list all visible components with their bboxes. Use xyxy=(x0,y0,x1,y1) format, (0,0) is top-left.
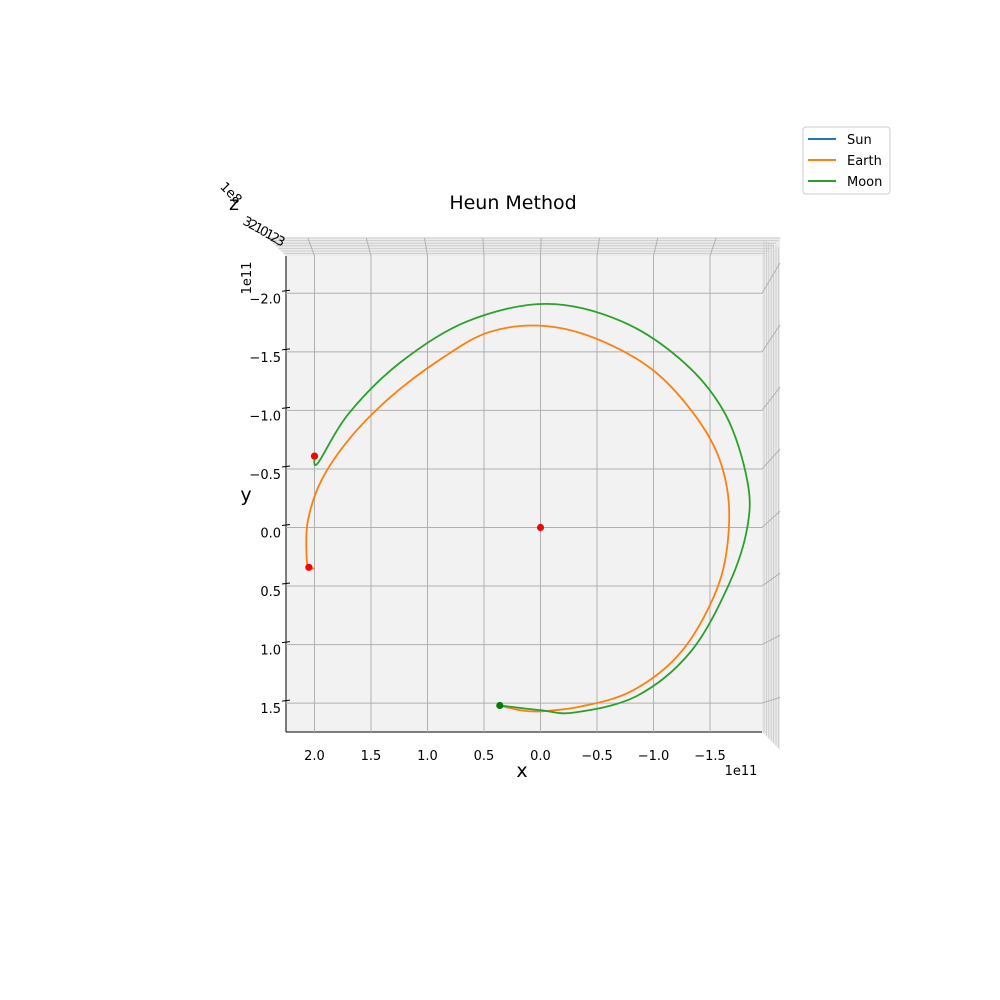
y-tick-label: −1.0 xyxy=(249,409,281,424)
y-depth-grid xyxy=(761,634,781,646)
point-marker xyxy=(310,452,319,460)
y-axis-label: y xyxy=(240,484,251,506)
point-marker xyxy=(496,701,504,710)
z-axis-label: z xyxy=(229,193,239,215)
y-tick-mark xyxy=(281,699,291,702)
series-earth-line xyxy=(305,324,731,713)
point-marker xyxy=(536,523,545,532)
y-depth-grid xyxy=(761,324,781,353)
x-offset-text: 1e11 xyxy=(725,764,758,779)
legend-label-earth: Earth xyxy=(847,154,882,169)
y-tick-mark xyxy=(281,641,291,644)
plot-pane xyxy=(286,256,762,732)
x-tick-label: 1.5 xyxy=(361,749,382,764)
x-depth-grid xyxy=(540,237,542,257)
y-offset-text: 1e11 xyxy=(240,262,255,295)
y-tick-mark xyxy=(281,524,291,526)
tick-labels: 2.0 1.5 1.0 0.5 0.0 −0.5 −1.0 −1.5 −2.0 −1.5 −1.0 −… xyxy=(240,214,725,764)
x-depth-grid xyxy=(596,237,600,257)
x-depth-grid xyxy=(365,237,372,257)
x-depth-grid xyxy=(482,237,485,257)
x-tick-label: −1.5 xyxy=(694,749,726,764)
x-tick-label: 0.5 xyxy=(474,749,495,764)
legend-label-sun: Sun xyxy=(847,133,872,148)
legend: Sun Earth Moon xyxy=(802,126,891,195)
y-tick-mark xyxy=(281,348,291,351)
x-tick-label: 1.0 xyxy=(417,749,438,764)
x-depth-grid xyxy=(709,237,717,257)
chart-title: Heun Method xyxy=(449,192,576,214)
y-tick-label: 1.0 xyxy=(260,644,281,659)
axes-pane xyxy=(266,237,781,750)
y-tick-mark xyxy=(281,582,291,585)
x-depth-grid xyxy=(307,237,315,257)
y-tick-label: −1.5 xyxy=(249,351,281,366)
y-tick-mark xyxy=(281,289,291,292)
y-tick-mark xyxy=(281,406,291,409)
point-marker xyxy=(305,563,313,571)
grid-lines xyxy=(281,237,781,732)
y-depth-grid xyxy=(761,572,781,587)
y-tick-mark xyxy=(281,465,291,468)
legend-label-moon: Moon xyxy=(847,175,882,190)
legend-frame xyxy=(802,126,891,195)
y-depth-grid xyxy=(761,696,781,704)
x-depth-grid xyxy=(424,237,428,257)
y-depth-grid xyxy=(761,448,781,470)
x-tick-label: −1.0 xyxy=(638,749,670,764)
y-tick-label: 0.0 xyxy=(260,527,281,542)
y-tick-label: 0.5 xyxy=(260,585,281,600)
y-depth-grid xyxy=(761,510,781,528)
series-moon-line xyxy=(313,302,751,715)
y-depth-grid xyxy=(761,262,781,294)
y-tick-label: −0.5 xyxy=(249,468,281,483)
x-axis-label: x xyxy=(516,760,527,782)
x-tick-label: −0.5 xyxy=(581,749,613,764)
y-depth-grid xyxy=(761,386,781,411)
x-tick-label: 2.0 xyxy=(304,749,325,764)
y-tick-label: 1.5 xyxy=(260,702,281,717)
endpoint-markers xyxy=(305,452,545,710)
y-tick-label: −2.0 xyxy=(249,292,281,307)
x-tick-label: 0.0 xyxy=(530,749,551,764)
x-depth-grid xyxy=(653,237,659,257)
